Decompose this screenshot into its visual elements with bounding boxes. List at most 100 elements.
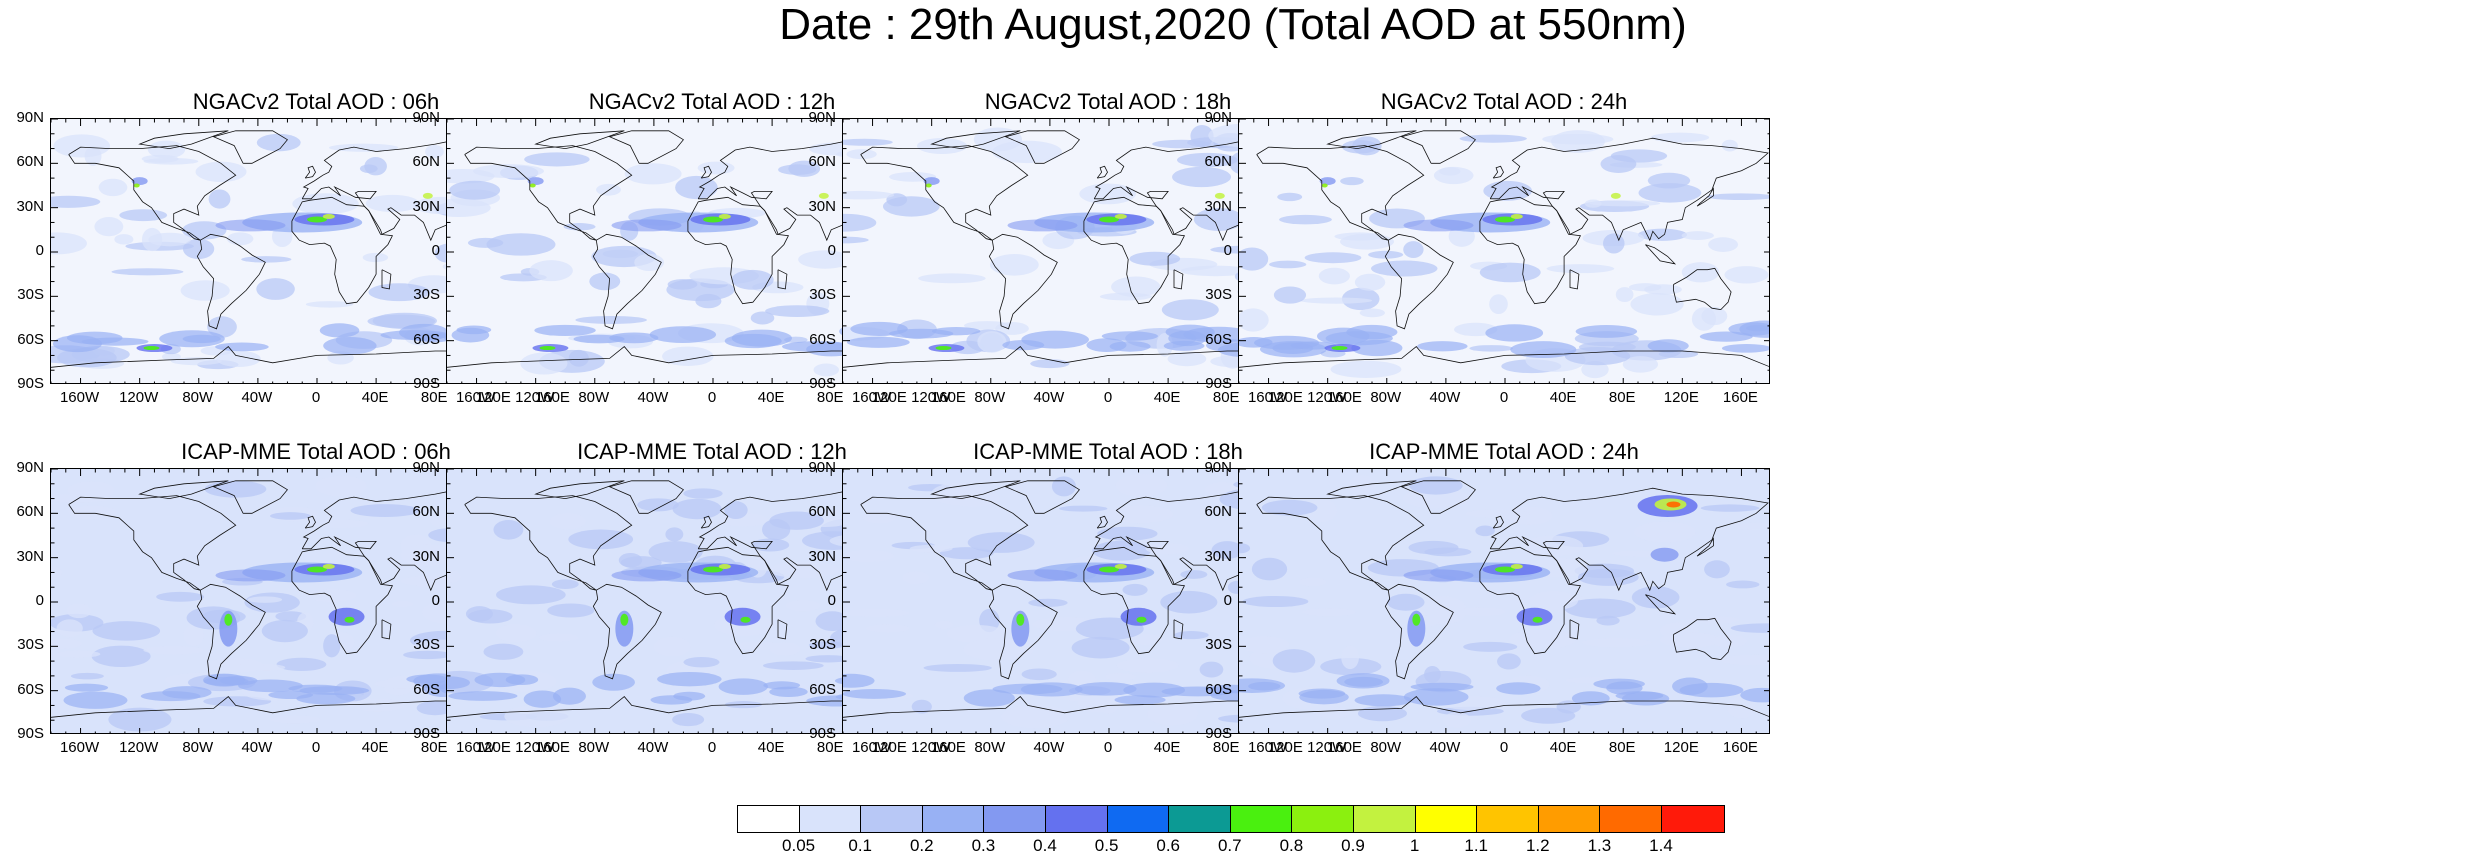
latitude-label: 90N xyxy=(808,109,836,126)
aod-field-patch xyxy=(1172,166,1232,188)
aod-field-patch xyxy=(637,498,679,512)
coastline xyxy=(1004,480,1081,514)
latitude-label: 0 xyxy=(1223,592,1232,609)
aod-field-patch xyxy=(1615,287,1634,303)
aod-field-patch xyxy=(288,684,343,693)
aod-field-patch xyxy=(1582,638,1652,648)
aod-field-patch xyxy=(208,189,231,209)
longitude-label: 120E xyxy=(1267,389,1303,406)
aod-field-patch xyxy=(1578,568,1639,586)
aod-field-patch xyxy=(1551,130,1605,153)
aod-field-patch xyxy=(1122,583,1148,596)
aod-field-patch xyxy=(91,645,151,668)
aod-field-patch xyxy=(147,140,186,159)
aod-field-patch xyxy=(63,691,128,709)
aod-field-patch xyxy=(51,232,87,255)
coastline xyxy=(1569,269,1580,290)
aod-field-patch xyxy=(425,144,444,159)
aod-field-patch xyxy=(589,272,621,291)
longitude-label: 40W xyxy=(1429,389,1461,406)
longitude-label: 160E xyxy=(1722,389,1758,406)
aod-field-patch xyxy=(56,619,83,638)
longitude-label: 40E xyxy=(1549,389,1577,406)
longitude-label: 120W xyxy=(119,739,159,756)
latitude-label: 60S xyxy=(17,330,44,348)
aod-field-patch xyxy=(216,350,261,367)
aod-field-patch xyxy=(1354,694,1413,707)
aod-field-patch xyxy=(52,335,102,353)
aod-field-patch xyxy=(1630,292,1684,316)
longitude-label: 120E xyxy=(871,389,907,406)
aod-field-patch xyxy=(156,591,205,602)
aod-field-patch xyxy=(1101,331,1158,341)
aod-field-patch xyxy=(323,336,377,355)
colorbar-label: 1 xyxy=(1409,836,1420,855)
latitude-label: 30N xyxy=(16,197,44,215)
aod-field-patch xyxy=(1058,505,1108,512)
latitude-label: 0 xyxy=(431,592,440,609)
aod-field-patch xyxy=(1099,216,1119,223)
longitude-label: 80W xyxy=(578,389,610,406)
aod-field-patch xyxy=(1051,476,1076,497)
aod-field-patch xyxy=(667,279,698,290)
aod-field-patch xyxy=(449,180,501,200)
latitude-label: 90S xyxy=(17,725,44,742)
aod-field-patch xyxy=(1116,658,1179,673)
longitude-label: 80W xyxy=(182,739,214,756)
latitude-label: 0 xyxy=(1223,242,1232,259)
aod-field-patch xyxy=(1496,682,1541,695)
coastline xyxy=(1479,196,1582,305)
latitude-label: 60N xyxy=(16,503,44,521)
colorbar-swatch xyxy=(1292,806,1354,832)
aod-field-patch xyxy=(1304,252,1362,264)
longitude-label: 160E xyxy=(930,739,966,756)
aod-field-patch xyxy=(778,164,817,175)
aod-field-patch xyxy=(1672,677,1708,695)
aod-field-patch xyxy=(51,195,101,208)
map-panel: ICAP-MME Total AOD : 24h 90N 60N 30N 0 30S 60S… xyxy=(1188,440,1770,770)
figure-title: Date : 29th August,2020 (Total AOD at 55… xyxy=(779,0,1687,49)
aod-field-patch xyxy=(730,641,783,650)
longitude-label: 120E xyxy=(475,739,511,756)
aod-field-patch xyxy=(362,252,389,263)
aod-field-patch xyxy=(51,566,62,580)
aod-field-patch xyxy=(1340,233,1394,250)
coastline xyxy=(68,495,237,591)
aod-field-patch xyxy=(815,611,850,631)
longitude-label: 40W xyxy=(241,389,273,406)
aod-field-patch xyxy=(207,316,237,338)
longitude-label: 120W xyxy=(1307,389,1347,406)
aod-field-patch xyxy=(238,679,303,693)
latitude-label: 30N xyxy=(1204,197,1232,215)
aod-field-patch xyxy=(718,678,768,695)
latitude-label: 60S xyxy=(1205,330,1232,348)
colorbar-label: 0.2 xyxy=(909,836,934,855)
aod-field-patch xyxy=(1402,488,1471,509)
aod-field-patch xyxy=(648,541,703,563)
colorbar-swatch xyxy=(1045,806,1108,832)
coastline xyxy=(1489,137,1769,242)
coastline xyxy=(1096,515,1108,529)
aod-field-patch xyxy=(1368,250,1404,259)
aod-field-patch xyxy=(1302,608,1356,617)
colorbar xyxy=(737,805,1725,833)
latitude-label: 90S xyxy=(809,375,836,392)
latitude-label: 0 xyxy=(431,242,440,259)
aod-field-patch xyxy=(429,511,448,527)
longitude-label: 160W xyxy=(1247,739,1288,756)
aod-field-patch xyxy=(1321,183,1328,188)
aod-field-patch xyxy=(1214,192,1225,199)
aod-field-patch xyxy=(1660,632,1721,648)
aod-field-patch xyxy=(724,607,761,626)
aod-field-patch xyxy=(843,190,895,200)
coastline xyxy=(1673,617,1732,661)
aod-field-patch xyxy=(724,501,748,520)
longitude-label: 80E xyxy=(1608,389,1636,406)
aod-field-patch xyxy=(1721,343,1769,353)
longitude-label: 80W xyxy=(1370,739,1402,756)
colorbar-label: 0.05 xyxy=(782,836,816,855)
aod-field-patch xyxy=(1120,607,1157,626)
aod-field-patch xyxy=(68,505,118,520)
aod-field-patch xyxy=(925,183,932,188)
aod-field-patch xyxy=(1510,341,1577,359)
